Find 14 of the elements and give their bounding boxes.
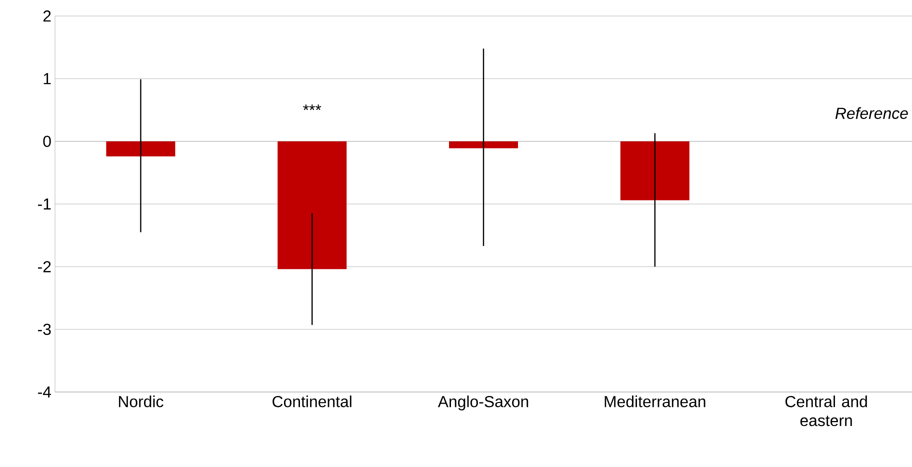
y-tick-label: 2 xyxy=(43,10,51,22)
x-tick-label: Anglo-Saxon xyxy=(438,396,528,410)
y-tick-label: -3 xyxy=(38,324,51,335)
annotation: Reference xyxy=(835,107,908,119)
y-tick-label: -1 xyxy=(38,198,51,210)
y-tick-label: 0 xyxy=(43,136,51,147)
y-tick-label: 1 xyxy=(44,73,51,84)
x-tick-label: Mediterranean xyxy=(604,396,706,408)
x-tick-label: Continental xyxy=(272,396,352,408)
x-tick-label: Nordic xyxy=(118,396,164,408)
y-tick-label: -4 xyxy=(38,386,52,398)
annotation: *** xyxy=(303,104,322,110)
y-tick-label: -2 xyxy=(38,261,51,272)
x-tick-label: Central and eastern xyxy=(785,396,867,426)
